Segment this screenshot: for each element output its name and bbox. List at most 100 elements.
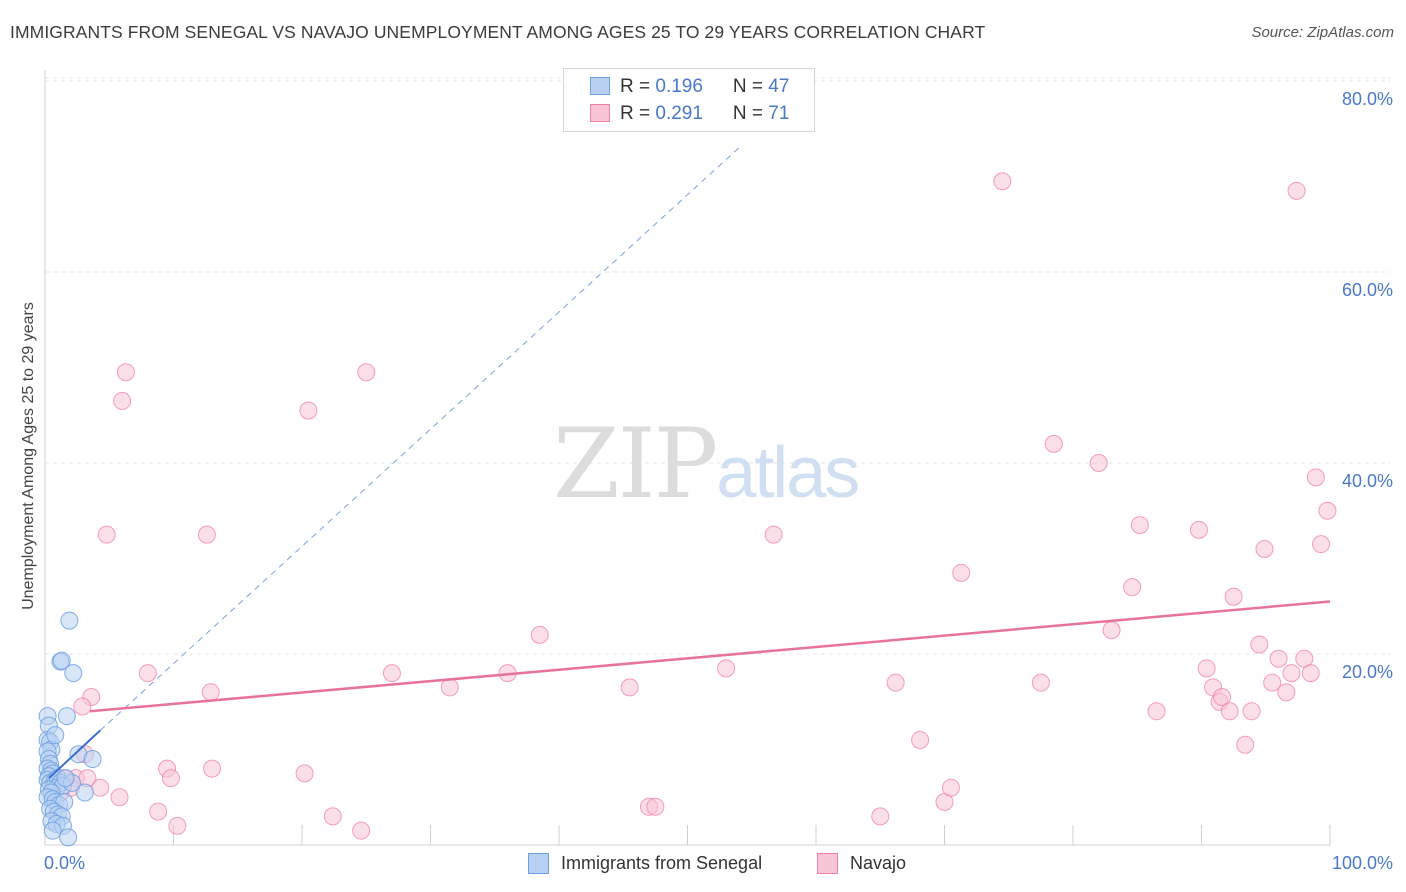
navajo-trend-line xyxy=(89,600,1331,713)
navajo-point xyxy=(1197,659,1216,678)
navajo-point xyxy=(886,673,905,692)
navajo-point xyxy=(1224,587,1243,606)
watermark-atlas: atlas xyxy=(716,433,860,513)
senegal-point xyxy=(75,783,94,802)
senegal-point xyxy=(56,769,75,788)
navajo-point xyxy=(382,664,401,683)
navajo-point xyxy=(941,778,960,797)
y-tick-label: 40.0% xyxy=(1342,471,1393,491)
navajo-point xyxy=(1242,702,1261,721)
senegal-point xyxy=(64,664,83,683)
y-tick-label: 20.0% xyxy=(1342,662,1393,682)
navajo-point xyxy=(197,525,216,544)
navajo-point xyxy=(203,759,222,778)
senegal-point xyxy=(59,828,78,847)
y-axis-label: Unemployment Among Ages 25 to 29 years xyxy=(20,302,37,610)
x-tick-label: 100.0% xyxy=(1332,853,1393,873)
navajo-point xyxy=(1089,454,1108,472)
navajo-point xyxy=(1123,578,1142,597)
navajo-point xyxy=(1250,635,1269,654)
navajo-point xyxy=(1044,434,1063,453)
r-value-navajo: 0.291 xyxy=(655,103,703,124)
navajo-point xyxy=(113,391,132,410)
navajo-point xyxy=(1269,649,1288,668)
navajo-point xyxy=(1306,468,1325,487)
navajo-point xyxy=(1287,181,1306,200)
senegal-points xyxy=(38,611,102,847)
navajo-point xyxy=(352,821,371,840)
y-tick-label: 60.0% xyxy=(1342,280,1393,300)
n-value-senegal: 47 xyxy=(768,76,790,97)
r-value-senegal: 0.196 xyxy=(655,76,703,97)
senegal-trend-extension xyxy=(99,147,740,731)
navajo-legend-swatch xyxy=(817,853,838,874)
navajo-point xyxy=(73,697,92,716)
watermark: ZIPatlas xyxy=(553,408,860,520)
senegal-point xyxy=(60,611,79,630)
navajo-point xyxy=(110,788,129,807)
trend-lines xyxy=(48,600,1331,779)
senegal-trend-line xyxy=(48,729,101,779)
navajo-point xyxy=(138,664,157,683)
navajo-point xyxy=(1318,501,1337,520)
navajo-point xyxy=(717,659,736,678)
navajo-point xyxy=(646,797,665,816)
watermark-zip: ZIP xyxy=(553,408,718,520)
navajo-point xyxy=(1220,702,1239,721)
navajo-point xyxy=(530,625,549,644)
navajo-swatch xyxy=(590,104,610,122)
navajo-point xyxy=(1102,621,1121,640)
navajo-point xyxy=(1236,735,1255,754)
r-label: R = xyxy=(620,76,656,97)
navajo-point xyxy=(911,730,930,749)
source-credit: Source: ZipAtlas.com xyxy=(1251,24,1394,41)
senegal-trend-dashed xyxy=(99,147,740,731)
gridlines xyxy=(45,77,1390,655)
navajo-point xyxy=(1147,702,1166,721)
navajo-point xyxy=(149,802,168,821)
navajo-point xyxy=(295,764,314,783)
navajo-point xyxy=(764,525,783,544)
navajo-point xyxy=(97,525,116,544)
navajo-point xyxy=(91,778,110,797)
navajo-point xyxy=(1312,535,1331,554)
correlation-legend: R = 0.196 N = 47 R = 0.291 N = 71 xyxy=(563,68,815,132)
legend-label-navajo: Navajo xyxy=(850,853,907,873)
chart-title: IMMIGRANTS FROM SENEGAL VS NAVAJO UNEMPL… xyxy=(10,22,986,42)
navajo-point xyxy=(1213,687,1232,706)
n-label: N = xyxy=(732,76,769,97)
navajo-point xyxy=(168,816,187,835)
navajo-point xyxy=(993,172,1012,191)
senegal-point xyxy=(52,651,71,670)
navajo-point xyxy=(1301,664,1320,683)
navajo-point xyxy=(1031,673,1050,692)
navajo-point xyxy=(161,769,180,788)
navajo-point xyxy=(440,678,459,697)
navajo-point xyxy=(1130,516,1149,535)
navajo-point xyxy=(1255,539,1274,558)
n-value-navajo: 71 xyxy=(768,103,790,124)
x-tick-label: 0.0% xyxy=(44,853,85,873)
navajo-point xyxy=(952,563,971,582)
navajo-point xyxy=(116,363,135,382)
senegal-legend-swatch xyxy=(528,853,549,874)
senegal-point xyxy=(46,726,65,745)
navajo-point xyxy=(620,678,639,697)
navajo-point xyxy=(1189,520,1208,539)
navajo-point xyxy=(357,363,376,382)
y-tick-label: 80.0% xyxy=(1342,89,1393,109)
senegal-swatch xyxy=(590,77,610,95)
navajo-point xyxy=(299,401,318,420)
navajo-point xyxy=(1263,673,1282,692)
navajo-point xyxy=(1277,683,1296,702)
navajo-point xyxy=(871,807,890,826)
senegal-point xyxy=(43,821,62,840)
senegal-point xyxy=(83,750,102,769)
navajo-point xyxy=(1282,664,1301,683)
tick-labels: 20.0% 40.0% 60.0% 80.0% 0.0% 100.0% xyxy=(44,89,1393,873)
senegal-point xyxy=(57,707,76,726)
navajo-point xyxy=(201,683,220,702)
legend-label-senegal: Immigrants from Senegal xyxy=(561,853,763,873)
navajo-point xyxy=(323,807,342,826)
